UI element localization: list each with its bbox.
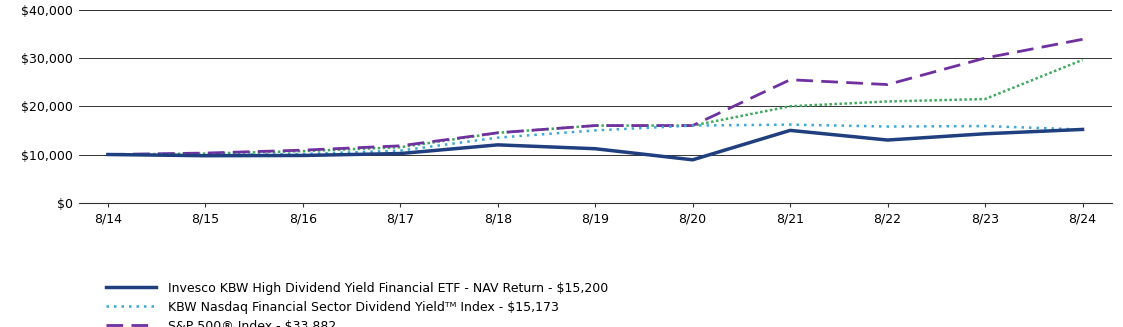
Legend: Invesco KBW High Dividend Yield Financial ETF - NAV Return - $15,200, KBW Nasdaq: Invesco KBW High Dividend Yield Financia… — [106, 282, 609, 327]
